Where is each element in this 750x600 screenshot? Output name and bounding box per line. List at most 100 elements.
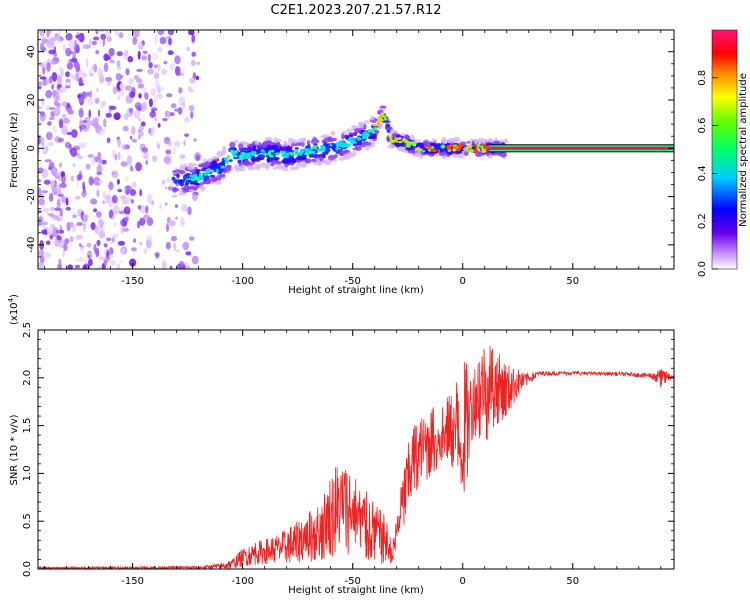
noise-blob bbox=[125, 206, 130, 213]
y-tick-label: -20 bbox=[26, 188, 37, 204]
ridge-core-blob bbox=[452, 148, 457, 152]
ridge-core-blob bbox=[312, 145, 318, 149]
noise-blob bbox=[167, 30, 175, 36]
ridge-blob bbox=[358, 122, 365, 129]
ridge-blob bbox=[200, 187, 205, 192]
ridge-blob bbox=[370, 115, 375, 121]
ridge-blob bbox=[387, 144, 396, 149]
noise-blob bbox=[58, 239, 65, 249]
noise-blob bbox=[145, 238, 152, 249]
colorbar-tick-label: 0.2 bbox=[697, 213, 708, 229]
ridge-blob bbox=[292, 142, 300, 147]
noise-blob bbox=[140, 121, 146, 127]
noise-blob bbox=[116, 60, 121, 68]
snr-series-line bbox=[38, 345, 674, 569]
ridge-core-blob bbox=[424, 145, 428, 148]
noise-blob bbox=[179, 217, 185, 227]
noise-blob bbox=[141, 101, 147, 111]
ridge-core-blob bbox=[224, 161, 229, 164]
ridge-blob bbox=[191, 180, 197, 184]
noise-blob bbox=[169, 265, 173, 269]
noise-blob bbox=[56, 199, 61, 209]
ridge-core-blob bbox=[473, 149, 478, 153]
ridge-blob bbox=[363, 120, 371, 124]
noise-blob bbox=[154, 34, 159, 45]
noise-blob bbox=[68, 222, 74, 227]
ridge-blob bbox=[172, 186, 178, 193]
noise-blob bbox=[161, 180, 166, 185]
ridge-blob bbox=[284, 142, 290, 147]
noise-blob bbox=[182, 241, 189, 251]
ridge-core-blob bbox=[458, 143, 463, 148]
x-tick-label: -150 bbox=[121, 276, 144, 287]
noise-blob bbox=[169, 62, 176, 71]
noise-blob bbox=[121, 205, 124, 212]
noise-blob bbox=[102, 200, 106, 204]
ridge-blob bbox=[219, 173, 226, 178]
noise-blob bbox=[76, 221, 83, 227]
noise-blob bbox=[41, 204, 46, 209]
ridge-core-blob bbox=[335, 147, 338, 151]
noise-blob bbox=[113, 222, 117, 227]
ridge-core-blob bbox=[484, 146, 489, 150]
ridge-blob bbox=[344, 134, 349, 139]
ridge-blob bbox=[452, 136, 461, 143]
noise-blob bbox=[151, 126, 155, 134]
ridge-blob bbox=[259, 162, 267, 168]
noise-blob bbox=[132, 238, 137, 243]
noise-blob bbox=[66, 62, 73, 70]
snr-x-label: Height of straight line (km) bbox=[288, 585, 424, 596]
ridge-blob bbox=[281, 146, 290, 152]
noise-blob bbox=[47, 121, 52, 126]
noise-blob bbox=[46, 40, 53, 49]
ridge-blob bbox=[492, 140, 501, 145]
noise-blob bbox=[153, 94, 157, 104]
noise-blob bbox=[136, 220, 141, 229]
ridge-core-blob bbox=[230, 149, 234, 153]
noise-blob bbox=[66, 102, 71, 109]
noise-blob bbox=[129, 188, 137, 197]
noise-blob bbox=[116, 51, 123, 57]
noise-blob bbox=[112, 86, 117, 95]
noise-blob bbox=[45, 240, 51, 246]
noise-blob bbox=[163, 60, 168, 65]
noise-blob bbox=[162, 259, 166, 265]
noise-blob bbox=[72, 163, 76, 168]
ridge-core-blob bbox=[239, 155, 244, 158]
noise-blob bbox=[98, 74, 105, 84]
noise-blob bbox=[150, 107, 158, 112]
noise-blob bbox=[154, 117, 158, 122]
noise-blob bbox=[65, 197, 69, 206]
noise-blob bbox=[168, 220, 176, 227]
noise-blob bbox=[74, 195, 81, 200]
noise-blob bbox=[88, 38, 92, 46]
ridge-core-blob bbox=[275, 152, 281, 155]
svg-text:(x104): (x104) bbox=[7, 294, 20, 325]
noise-blob bbox=[121, 248, 125, 255]
x-tick-label: 0 bbox=[460, 576, 466, 587]
noise-blob bbox=[45, 145, 49, 153]
noise-blob bbox=[49, 192, 54, 202]
noise-blob bbox=[65, 47, 72, 57]
noise-blob bbox=[167, 50, 174, 56]
noise-blob bbox=[141, 217, 145, 226]
ridge-core-blob bbox=[475, 143, 481, 148]
ridge-blob bbox=[192, 163, 197, 167]
noise-blob bbox=[82, 128, 89, 132]
ridge-blob bbox=[323, 137, 330, 143]
ridge-blob bbox=[200, 168, 207, 172]
noise-blob bbox=[170, 103, 177, 109]
noise-blob bbox=[95, 98, 98, 103]
noise-blob bbox=[89, 90, 93, 98]
noise-blob bbox=[63, 243, 68, 252]
noise-blob bbox=[113, 112, 121, 121]
ridge-core-blob bbox=[284, 156, 289, 159]
ridge-blob bbox=[397, 146, 403, 152]
ridge-blob bbox=[321, 151, 329, 155]
noise-blob bbox=[39, 76, 47, 80]
ridge-blob bbox=[352, 143, 358, 147]
noise-blob bbox=[48, 75, 53, 84]
ridge-blob bbox=[385, 126, 393, 131]
noise-blob bbox=[181, 204, 188, 213]
ridge-blob bbox=[343, 153, 352, 160]
